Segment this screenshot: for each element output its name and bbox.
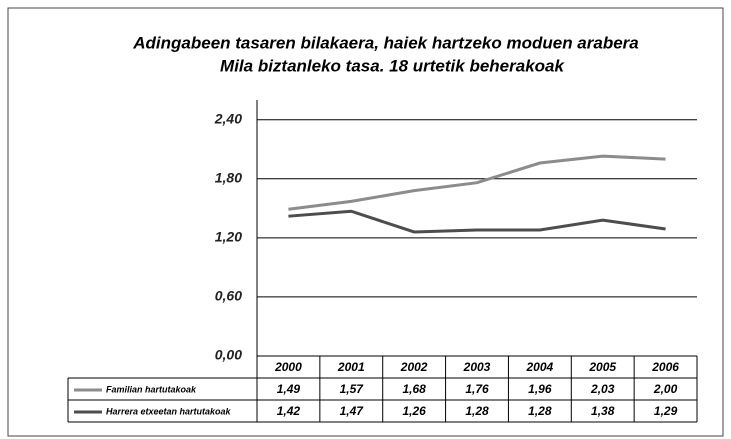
data-label: 2,03 <box>590 382 615 396</box>
legend-label: Harrera etxeetan hartutakoak <box>106 406 232 416</box>
legend-label: Familian hartutakoak <box>106 384 197 394</box>
x-tick-label: 2003 <box>463 360 491 374</box>
y-tick-label: 2,40 <box>214 110 242 126</box>
chart-subtitle: Mila biztanleko tasa. 18 urtetik beherak… <box>220 56 565 75</box>
x-tick-label: 2005 <box>588 360 616 374</box>
y-tick-label: 1,80 <box>215 169 242 185</box>
data-label: 1,68 <box>402 382 426 396</box>
x-tick-label: 2002 <box>400 360 428 374</box>
series-line <box>288 154 666 211</box>
data-label: 1,28 <box>528 404 552 418</box>
y-tick-label: 0,00 <box>215 347 242 363</box>
data-label: 1,57 <box>340 382 365 396</box>
data-label: 1,76 <box>465 382 489 396</box>
data-label: 1,29 <box>654 404 678 418</box>
data-label: 1,28 <box>465 404 489 418</box>
data-label: 1,42 <box>277 404 301 418</box>
x-tick-label: 2001 <box>337 360 365 374</box>
data-label: 2,00 <box>653 382 678 396</box>
chart-frame <box>7 7 724 437</box>
x-tick-label: 2004 <box>526 360 554 374</box>
data-label: 1,49 <box>277 382 301 396</box>
data-label: 1,26 <box>402 404 426 418</box>
chart-title: Adingabeen tasaren bilakaera, haiek hart… <box>132 33 638 52</box>
data-label: 1,96 <box>528 382 552 396</box>
data-label: 1,47 <box>340 404 365 418</box>
y-tick-label: 0,60 <box>215 288 242 304</box>
x-tick-label: 2000 <box>274 360 302 374</box>
y-tick-label: 1,20 <box>215 229 242 245</box>
x-tick-label: 2006 <box>651 360 679 374</box>
data-label: 1,38 <box>591 404 615 418</box>
series-line <box>288 209 666 234</box>
